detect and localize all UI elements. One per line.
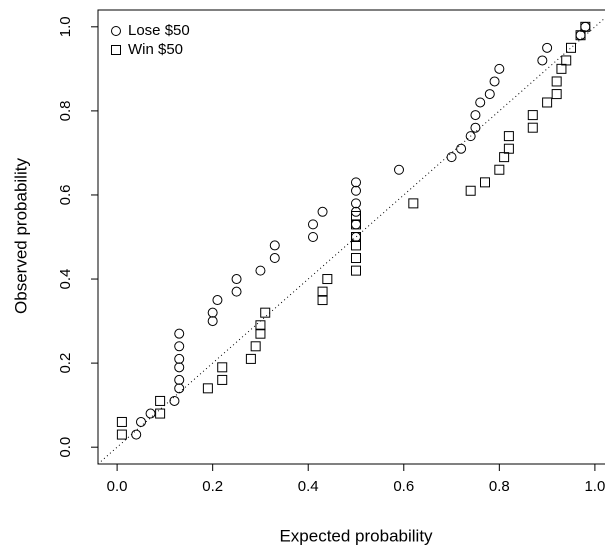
point xyxy=(322,274,333,285)
point xyxy=(308,232,318,242)
point xyxy=(465,185,476,196)
point xyxy=(207,316,218,327)
y-tick-label: 0.0 xyxy=(57,437,74,458)
point xyxy=(351,253,361,264)
point xyxy=(116,416,127,427)
plot-frame xyxy=(97,9,605,465)
point xyxy=(542,97,553,108)
point xyxy=(212,295,223,306)
point xyxy=(308,219,318,230)
point xyxy=(169,395,180,406)
point xyxy=(351,219,361,230)
point xyxy=(465,131,476,142)
point xyxy=(446,152,457,163)
point xyxy=(269,240,280,251)
point xyxy=(351,219,361,230)
point xyxy=(231,274,242,285)
point xyxy=(174,362,185,373)
point xyxy=(351,185,361,196)
x-tick-label: 0.4 xyxy=(298,478,319,495)
point xyxy=(503,143,514,154)
point xyxy=(494,63,505,74)
point xyxy=(260,307,271,318)
point xyxy=(217,374,228,385)
point xyxy=(394,164,404,175)
point xyxy=(255,265,266,276)
point xyxy=(351,210,361,221)
point xyxy=(408,198,419,209)
point xyxy=(269,253,280,264)
point xyxy=(456,143,467,154)
x-tick-label: 0.0 xyxy=(107,478,128,495)
point xyxy=(484,89,495,100)
y-tick-label: 0.2 xyxy=(57,353,74,374)
point xyxy=(131,429,142,440)
point xyxy=(580,21,591,32)
y-tick-label: 0.4 xyxy=(57,269,74,290)
point xyxy=(542,42,553,53)
point xyxy=(527,122,538,133)
point xyxy=(174,328,185,339)
point xyxy=(317,295,328,306)
x-axis-title: Expected probability xyxy=(279,526,433,545)
point xyxy=(116,429,127,440)
point xyxy=(245,353,256,364)
y-tick-label: 0.6 xyxy=(57,185,74,206)
point xyxy=(155,395,166,406)
legend-marker xyxy=(111,45,121,55)
point xyxy=(551,89,562,100)
point xyxy=(174,383,185,394)
point xyxy=(231,286,242,297)
point xyxy=(145,408,156,419)
point xyxy=(566,42,576,53)
y-tick-label: 1.0 xyxy=(57,16,74,37)
point xyxy=(317,206,328,217)
point xyxy=(174,341,185,352)
point xyxy=(575,30,586,41)
point xyxy=(470,110,481,121)
reference-line xyxy=(97,17,605,465)
point xyxy=(174,353,185,364)
point xyxy=(489,76,500,87)
point xyxy=(174,374,185,385)
point xyxy=(351,240,361,251)
legend-marker xyxy=(111,26,121,36)
legend-label: Win $50 xyxy=(128,41,183,58)
point xyxy=(551,76,562,87)
legend-label: Lose $50 xyxy=(128,22,190,39)
x-tick-label: 0.8 xyxy=(489,478,510,495)
point xyxy=(155,408,166,419)
point xyxy=(475,97,486,108)
y-axis-title: Observed probability xyxy=(11,158,30,314)
point xyxy=(556,63,567,74)
point xyxy=(537,55,548,66)
y-tick-label: 0.8 xyxy=(57,100,74,121)
x-tick-label: 0.6 xyxy=(393,478,414,495)
point xyxy=(480,177,490,188)
point xyxy=(202,383,213,394)
point xyxy=(217,362,228,373)
point xyxy=(207,307,218,318)
point xyxy=(255,320,266,331)
point xyxy=(527,110,538,121)
point xyxy=(250,341,261,352)
point xyxy=(351,177,361,188)
point xyxy=(503,131,514,142)
point xyxy=(580,21,591,32)
point xyxy=(351,198,361,209)
point xyxy=(494,164,505,175)
point xyxy=(255,328,266,339)
point xyxy=(351,232,361,242)
x-tick-label: 1.0 xyxy=(584,478,605,495)
point xyxy=(561,55,572,66)
point xyxy=(470,122,481,133)
x-tick-label: 0.2 xyxy=(202,478,223,495)
point xyxy=(136,416,146,427)
point xyxy=(351,265,361,276)
point xyxy=(317,286,328,297)
point xyxy=(499,152,510,163)
point xyxy=(351,232,361,242)
